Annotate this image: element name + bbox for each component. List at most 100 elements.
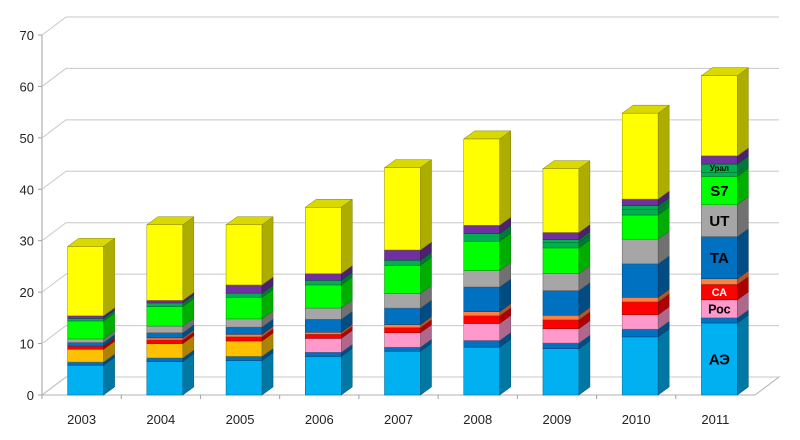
bar-top bbox=[225, 216, 274, 226]
bar-segment-s1 bbox=[701, 314, 749, 396]
segment-front bbox=[384, 332, 421, 348]
segment-front bbox=[225, 336, 263, 342]
bar-top bbox=[383, 159, 433, 168]
segment-front bbox=[67, 361, 104, 366]
segment-side bbox=[261, 216, 274, 286]
gridline bbox=[41, 325, 779, 344]
segment-side bbox=[103, 237, 115, 317]
segment-side bbox=[657, 104, 670, 200]
segment-front bbox=[542, 247, 580, 274]
segment-front bbox=[542, 342, 580, 349]
segment-front bbox=[463, 138, 500, 226]
segment-front bbox=[384, 324, 421, 328]
segment-front bbox=[384, 249, 421, 261]
segment-front bbox=[621, 314, 659, 330]
segment-front bbox=[146, 357, 184, 362]
segment-front bbox=[67, 338, 104, 343]
segment-front bbox=[305, 307, 342, 320]
segment-front bbox=[542, 239, 580, 244]
x-tick-label: 2003 bbox=[67, 412, 96, 427]
x-tick-label: 2009 bbox=[542, 412, 571, 427]
gridlines bbox=[41, 16, 779, 396]
bar-segment-s5 bbox=[701, 275, 749, 301]
segment-front bbox=[542, 319, 580, 329]
segment-front bbox=[384, 327, 421, 334]
bar-segment-s13 bbox=[225, 216, 274, 286]
segment-front bbox=[701, 322, 738, 396]
segment-front bbox=[542, 273, 580, 291]
x-axis: 2003 2004 2005 2006 2007 2008 2009 2010 2011 bbox=[41, 395, 729, 427]
segment-side bbox=[578, 160, 591, 233]
bar-2004 bbox=[146, 216, 195, 396]
segment-front bbox=[146, 332, 184, 339]
segment-front bbox=[305, 207, 342, 274]
segment-front bbox=[305, 356, 342, 396]
segment-front bbox=[225, 360, 263, 396]
segment-side bbox=[420, 159, 432, 251]
segment-front bbox=[384, 260, 421, 266]
segment-side bbox=[657, 328, 670, 396]
bar-segment-s7 bbox=[701, 228, 749, 280]
segment-front bbox=[621, 263, 659, 298]
segment-front bbox=[463, 240, 500, 271]
bar-segment-s9 bbox=[67, 312, 115, 340]
segment-front bbox=[542, 232, 580, 240]
segment-front bbox=[542, 290, 580, 316]
bar-2006 bbox=[304, 198, 354, 396]
segment-front bbox=[305, 334, 342, 339]
segment-front bbox=[621, 209, 659, 216]
segment-front bbox=[463, 270, 500, 288]
segment-side bbox=[341, 198, 353, 275]
segment-front bbox=[621, 336, 659, 396]
segment-side bbox=[578, 340, 591, 396]
bar-top bbox=[462, 130, 512, 140]
segment-label-s8: UT bbox=[709, 213, 729, 230]
x-tick-label: 2007 bbox=[384, 412, 413, 427]
segment-label-s1: АЭ bbox=[709, 351, 730, 368]
bar-segment-s9 bbox=[225, 288, 274, 320]
segment-front bbox=[305, 280, 342, 286]
segment-front bbox=[146, 300, 184, 304]
bar-segment-s1 bbox=[225, 352, 274, 396]
segment-front bbox=[542, 315, 580, 321]
segment-label-s9: S7 bbox=[710, 183, 728, 200]
segment-front bbox=[463, 286, 500, 312]
y-tick-label: 30 bbox=[20, 234, 34, 249]
segment-front bbox=[67, 348, 104, 363]
segment-front bbox=[67, 246, 104, 317]
y-tick-label: 10 bbox=[20, 337, 34, 352]
segment-front bbox=[384, 346, 421, 352]
bar-2005 bbox=[225, 216, 274, 396]
segment-front bbox=[67, 318, 104, 322]
segment-front bbox=[146, 361, 184, 396]
segment-front bbox=[146, 302, 184, 307]
segment-front bbox=[225, 318, 263, 328]
segment-front bbox=[225, 292, 263, 298]
bar-segment-s8 bbox=[701, 196, 749, 238]
segment-side bbox=[182, 216, 195, 301]
bar-segment-s13 bbox=[621, 104, 670, 200]
bar-segment-s1 bbox=[305, 347, 353, 396]
y-tick-label: 70 bbox=[20, 28, 34, 43]
segment-front bbox=[225, 224, 263, 286]
bar-top bbox=[304, 199, 354, 208]
y-tick-label: 60 bbox=[20, 79, 34, 94]
y-tick-label: 40 bbox=[20, 182, 34, 197]
bar-segment-s13 bbox=[305, 198, 353, 275]
segment-front bbox=[146, 337, 184, 341]
segment-side bbox=[737, 314, 749, 396]
segment-front bbox=[384, 307, 421, 325]
bar-2008 bbox=[462, 130, 512, 396]
segment-front bbox=[384, 167, 421, 251]
segment-front bbox=[384, 351, 421, 396]
segment-front bbox=[621, 198, 659, 206]
gridline bbox=[41, 273, 779, 293]
bar-segment-s1 bbox=[67, 356, 115, 396]
bar-segment-s3 bbox=[384, 324, 432, 348]
segment-front bbox=[305, 338, 342, 353]
segment-front bbox=[305, 273, 342, 281]
segment-front bbox=[67, 345, 104, 350]
bar-segment-s12 bbox=[225, 276, 274, 294]
gridline bbox=[41, 376, 779, 396]
